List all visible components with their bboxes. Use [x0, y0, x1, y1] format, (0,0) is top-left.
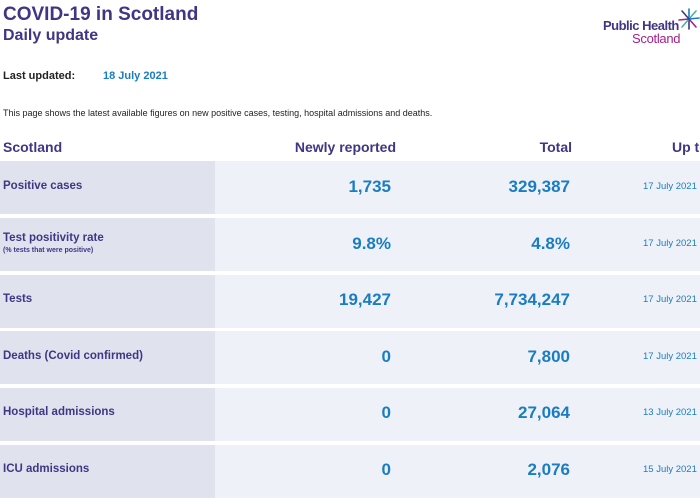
row-label: Tests — [3, 293, 33, 305]
table-header-row: Scotland Newly reported Total Up to — [0, 134, 700, 160]
up-to-date: 17 July 2021 — [643, 238, 697, 249]
row-label-cell: ICU admissions — [0, 445, 215, 498]
row-label-cell: Tests — [0, 275, 215, 328]
newly-reported-value: 0 — [381, 347, 391, 366]
row-label-cell: Test positivity rate (% tests that were … — [0, 218, 215, 271]
total-value: 27,064 — [518, 403, 570, 422]
row-label: ICU admissions — [3, 463, 90, 475]
table-row-test-positivity-rate: Test positivity rate (% tests that were … — [0, 218, 700, 271]
logo-text-line2: Scotland — [632, 31, 681, 46]
total-value: 4.8% — [531, 234, 570, 253]
row-label-cell: Positive cases — [0, 161, 215, 214]
column-header-up-to: Up to — [672, 139, 700, 155]
intro-text: This page shows the latest available fig… — [3, 108, 433, 118]
logo-star-icon — [678, 8, 700, 30]
newly-reported-value: 19,427 — [339, 290, 391, 309]
up-to-date: 15 July 2021 — [643, 464, 697, 475]
page-title: COVID-19 in Scotland — [3, 4, 199, 25]
total-value: 7,800 — [527, 347, 570, 366]
logo-text-line1: Public Health — [603, 18, 679, 33]
last-updated-date: 18 July 2021 — [103, 70, 168, 82]
phs-logo[interactable]: Public Health Scotland — [601, 8, 700, 48]
total-value: 329,387 — [508, 177, 570, 196]
table-row-deaths: Deaths (Covid confirmed) 0 7,800 17 July… — [0, 331, 700, 384]
newly-reported-value: 0 — [381, 403, 391, 422]
total-value: 2,076 — [527, 460, 570, 479]
column-header-region: Scotland — [3, 139, 63, 155]
table-row-tests: Tests 19,427 7,734,247 17 July 2021 — [0, 275, 700, 328]
newly-reported-value: 9.8% — [352, 234, 391, 253]
page-subtitle: Daily update — [3, 27, 99, 44]
column-header-total: Total — [539, 139, 572, 155]
row-label: Hospital admissions — [3, 406, 115, 418]
last-updated-label: Last updated: — [3, 70, 76, 82]
table-row-hospital-admissions: Hospital admissions 0 27,064 13 July 202… — [0, 388, 700, 441]
total-value: 7,734,247 — [494, 290, 570, 309]
up-to-date: 17 July 2021 — [643, 294, 697, 305]
table-row-positive-cases: Positive cases 1,735 329,387 17 July 202… — [0, 161, 700, 214]
table-row-icu-admissions: ICU admissions 0 2,076 15 July 2021 — [0, 445, 700, 498]
newly-reported-value: 0 — [381, 460, 391, 479]
newly-reported-value: 1,735 — [348, 177, 391, 196]
row-label-cell: Deaths (Covid confirmed) — [0, 331, 215, 384]
column-header-newly-reported: Newly reported — [294, 139, 396, 155]
row-label: Deaths (Covid confirmed) — [3, 350, 143, 362]
up-to-date: 17 July 2021 — [643, 181, 697, 192]
up-to-date: 13 July 2021 — [643, 407, 697, 418]
row-label: Positive cases — [3, 180, 83, 192]
row-sublabel: (% tests that were positive) — [3, 247, 94, 254]
up-to-date: 17 July 2021 — [643, 351, 697, 362]
row-label: Test positivity rate — [3, 232, 104, 244]
row-label-cell: Hospital admissions — [0, 388, 215, 441]
